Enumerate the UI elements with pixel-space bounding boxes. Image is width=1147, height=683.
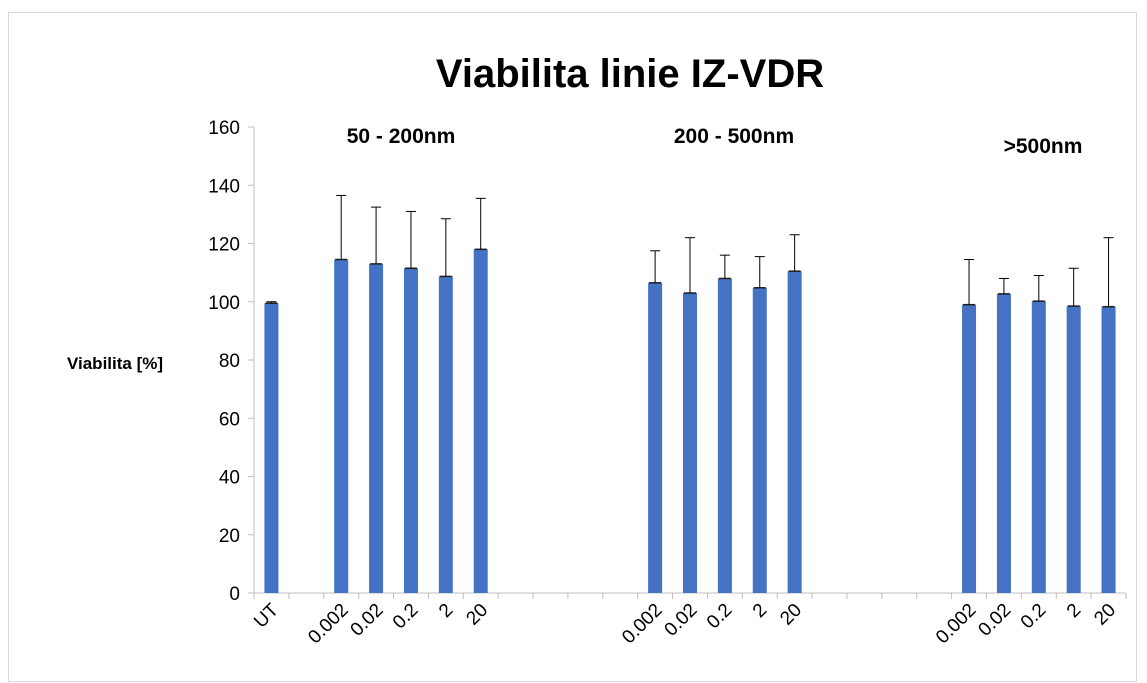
- x-tick-label: 0.02: [661, 600, 702, 641]
- group-labels: 50 - 200nm 200 - 500nm >500nm: [347, 125, 1083, 158]
- chart-svg: Viabilita linie IZ-VDR Viabilita [%] 50 …: [67, 52, 1127, 648]
- y-tick-label: 80: [219, 351, 240, 372]
- y-tick-label: 120: [208, 235, 240, 256]
- bar: [1101, 306, 1116, 593]
- x-tick-label: 0.2: [1017, 600, 1051, 634]
- axes: [248, 126, 1127, 599]
- x-tick-label: 2: [435, 600, 457, 622]
- bar: [787, 271, 802, 593]
- error-bars: [266, 194, 1114, 307]
- group-label: 50 - 200nm: [347, 125, 456, 148]
- group-label: >500nm: [1004, 135, 1083, 158]
- bar: [683, 293, 697, 593]
- bar: [996, 293, 1011, 593]
- x-tick-label: 2: [1063, 600, 1085, 622]
- bars: [264, 248, 1116, 593]
- y-axis-label: Viabilita [%]: [67, 354, 163, 373]
- bar: [369, 263, 384, 593]
- x-tick-label: 0.002: [618, 600, 666, 648]
- y-tick-label: 0: [229, 584, 240, 605]
- x-tick-label: 20: [462, 600, 492, 630]
- y-ticks: 0 20 40 60 80 100 120 140 160: [208, 118, 240, 605]
- bar: [648, 282, 663, 593]
- x-tick-label: 0.002: [932, 600, 980, 648]
- bar: [1066, 306, 1081, 593]
- bar: [473, 249, 488, 593]
- y-tick-label: 100: [208, 293, 240, 314]
- bar: [752, 287, 767, 593]
- bar: [264, 303, 279, 593]
- x-tick-label: 0.002: [304, 600, 352, 648]
- bar: [438, 276, 453, 593]
- x-tick-label: 0.2: [703, 600, 737, 634]
- bar: [403, 268, 418, 593]
- x-tick-label: 0.2: [389, 600, 423, 634]
- y-tick-label: 20: [219, 526, 240, 547]
- bar: [334, 259, 349, 593]
- bar: [962, 304, 977, 593]
- x-tick-label: 20: [776, 600, 806, 630]
- bar: [1031, 301, 1046, 593]
- x-tick-label: UT: [250, 599, 283, 632]
- x-tick-label: 2: [749, 600, 771, 622]
- y-tick-label: 40: [219, 468, 240, 489]
- bar: [717, 278, 732, 593]
- x-tick-label: 20: [1090, 600, 1120, 630]
- x-tick-label: 0.02: [347, 600, 388, 641]
- y-tick-label: 160: [208, 118, 240, 139]
- x-tick-label: 0.02: [974, 600, 1015, 641]
- y-tick-label: 140: [208, 176, 240, 197]
- group-label: 200 - 500nm: [674, 125, 794, 148]
- y-tick-label: 60: [219, 409, 240, 430]
- chart-title: Viabilita linie IZ-VDR: [436, 52, 824, 96]
- chart-frame: Viabilita linie IZ-VDR Viabilita [%] 50 …: [8, 12, 1137, 682]
